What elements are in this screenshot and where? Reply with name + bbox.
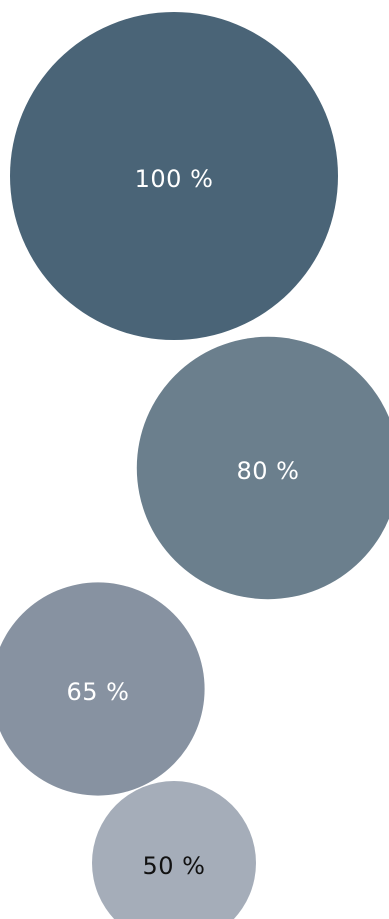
- bubble-1: [136, 336, 389, 600]
- bubble-label-0: 100 %: [135, 165, 214, 193]
- bubble-0: [10, 12, 338, 340]
- bubble-3: [92, 781, 256, 919]
- bubble-label-2: 65 %: [67, 678, 130, 706]
- bubble-label-3: 50 %: [143, 852, 206, 880]
- bubble-label-1: 80 %: [237, 457, 300, 485]
- bubble-2: [0, 582, 205, 796]
